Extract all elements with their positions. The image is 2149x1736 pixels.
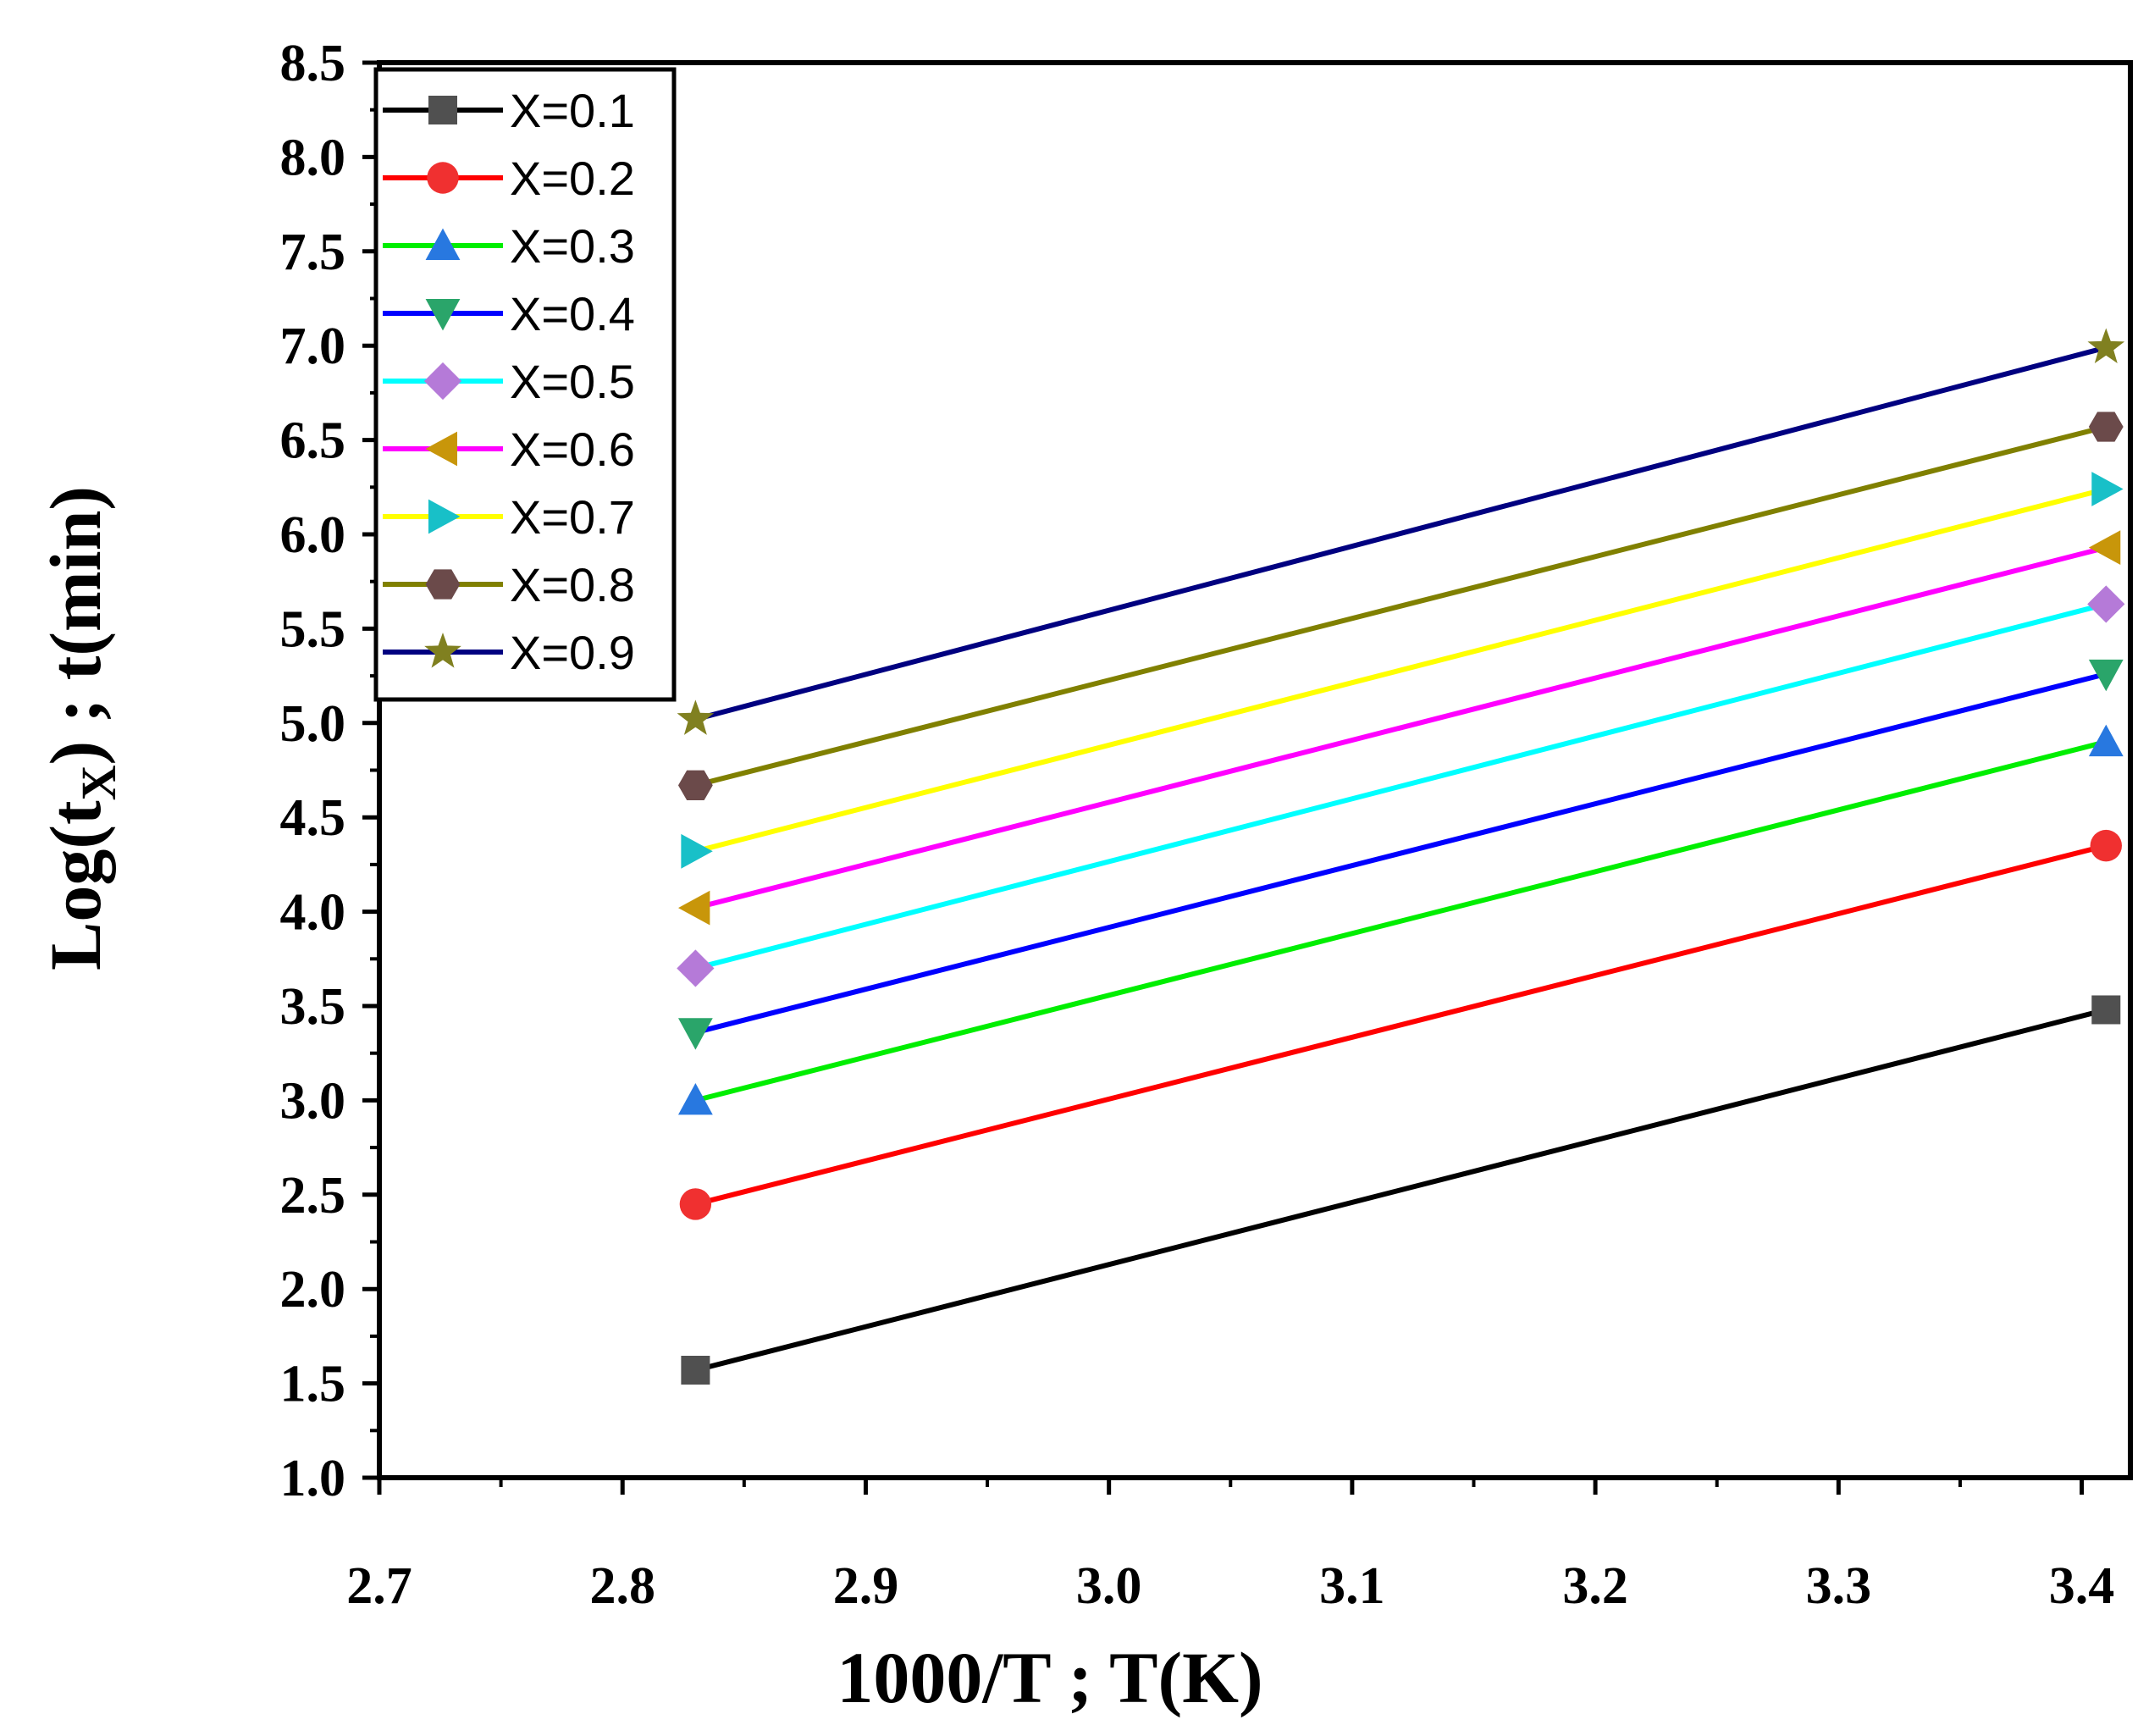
- legend-label: X=0.1: [510, 84, 635, 137]
- x-tick-label: 3.4: [2049, 1557, 2115, 1615]
- y-tick-label: 6.0: [280, 506, 346, 564]
- series-line: [694, 671, 2108, 1036]
- legend-label: X=0.9: [510, 626, 635, 679]
- x-tick-label: 3.2: [1562, 1557, 1628, 1615]
- legend-item: X=0.7: [383, 490, 635, 544]
- legend-item: X=0.2: [383, 152, 635, 205]
- axis-titles: 1000/T ; T(K) Log(tX) ; t(min): [35, 486, 1263, 1718]
- series-line: [694, 739, 2108, 1103]
- x-tick-label: 3.0: [1076, 1557, 1142, 1615]
- x-tick-label: 3.1: [1319, 1557, 1385, 1615]
- data-point: [677, 890, 710, 926]
- x-tick-label: 2.8: [589, 1557, 655, 1615]
- y-axis-title: Log(tX) ; t(min): [35, 486, 126, 970]
- y-tick-label: 3.0: [280, 1072, 346, 1130]
- legend-item: X=0.5: [383, 355, 635, 408]
- data-point: [677, 699, 715, 735]
- data-point: [2090, 829, 2122, 862]
- x-tick-label: 2.7: [346, 1557, 412, 1615]
- data-point: [2088, 724, 2124, 757]
- y-axis-title-prefix: Log(t: [35, 800, 116, 970]
- series-line: [694, 345, 2108, 722]
- legend-marker-swatch: [427, 162, 459, 194]
- series-line: [694, 486, 2108, 854]
- series-group: [677, 328, 2125, 1385]
- legend-marker-swatch: [428, 499, 461, 534]
- series-line: [694, 601, 2108, 971]
- y-tick-label: 7.0: [280, 318, 346, 375]
- legend-item: X=0.9: [383, 626, 635, 679]
- legend-label: X=0.3: [510, 219, 635, 273]
- legend-item: X=0.4: [383, 287, 635, 340]
- y-tick-label: 5.0: [280, 695, 346, 753]
- data-point: [677, 1083, 713, 1115]
- series-line: [694, 1007, 2108, 1373]
- legend-marker-swatch: [425, 228, 461, 260]
- legend-box: [373, 67, 677, 702]
- data-point: [677, 1018, 713, 1050]
- y-tick-label: 8.0: [280, 129, 346, 186]
- data-point: [677, 770, 713, 800]
- y-tick-label: 1.5: [280, 1356, 346, 1413]
- legend-marker-swatch: [423, 362, 462, 401]
- series-x0.5: [677, 585, 2125, 987]
- legend-marker-swatch: [424, 633, 461, 668]
- legend-item: X=0.8: [383, 558, 635, 611]
- series-x0.2: [679, 829, 2122, 1220]
- y-tick-label: 5.5: [280, 600, 346, 658]
- legend-label: X=0.8: [510, 558, 635, 611]
- data-point: [2087, 585, 2125, 623]
- legend-marker-swatch: [428, 96, 457, 124]
- y-tick-label: 4.5: [280, 789, 346, 847]
- legend-marker-swatch: [425, 299, 461, 331]
- data-point: [2091, 995, 2121, 1025]
- legend-item: X=0.3: [383, 219, 635, 273]
- y-tick-label: 4.0: [280, 884, 346, 942]
- series-x0.6: [677, 530, 2121, 926]
- legend-item: X=0.1: [383, 84, 635, 137]
- y-tick-label: 7.5: [280, 224, 346, 281]
- y-tick-label: 1.0: [280, 1450, 346, 1507]
- series-line: [694, 843, 2108, 1207]
- y-tick-label: 3.5: [280, 978, 346, 1036]
- x-tick-label: 2.9: [833, 1557, 899, 1615]
- legend-marker-swatch: [425, 431, 457, 467]
- y-axis-title-suffix: ) ; t(min): [35, 486, 116, 766]
- series-x0.3: [677, 724, 2124, 1115]
- series-x0.4: [677, 659, 2124, 1050]
- legend-label: X=0.6: [510, 423, 635, 476]
- series-x0.8: [677, 412, 2124, 800]
- series-line: [694, 545, 2108, 911]
- x-tick-label: 3.3: [1806, 1557, 1872, 1615]
- data-point: [677, 949, 715, 987]
- y-tick-label: 2.5: [280, 1167, 346, 1225]
- y-axis-title-subscript: X: [71, 765, 126, 800]
- series-x0.1: [681, 995, 2121, 1385]
- data-point: [2087, 328, 2125, 363]
- series-line: [694, 424, 2108, 788]
- data-point: [2088, 659, 2124, 692]
- x-axis-title: 1000/T ; T(K): [837, 1637, 1262, 1718]
- axes: 1.0 1.5 2.0 2.5 3.0 3.5 4.0 4.5 5.0 5.5 6.0 6.5 7.0 7…: [280, 35, 2115, 1615]
- series-x0.7: [681, 472, 2124, 869]
- legend-label: X=0.2: [510, 152, 635, 205]
- data-point: [681, 1356, 710, 1385]
- data-point: [679, 1188, 712, 1220]
- data-point: [2091, 472, 2124, 506]
- legend-label: X=0.5: [510, 355, 635, 408]
- data-point: [2088, 412, 2124, 442]
- legend-item: X=0.6: [383, 423, 635, 476]
- data-point: [2088, 530, 2121, 565]
- y-tick-label: 8.5: [280, 35, 346, 92]
- legend: X=0.1 X=0.2 X=0.3 X=0.4 X=0.5 X=0.6 X=0.7 X=0.8…: [373, 67, 677, 702]
- y-tick-label: 6.5: [280, 412, 346, 470]
- legend-label: X=0.4: [510, 287, 635, 340]
- legend-marker-swatch: [425, 569, 461, 600]
- data-point: [681, 833, 713, 869]
- series-x0.9: [677, 328, 2125, 735]
- y-tick-label: 2.0: [280, 1261, 346, 1319]
- legend-label: X=0.7: [510, 490, 635, 544]
